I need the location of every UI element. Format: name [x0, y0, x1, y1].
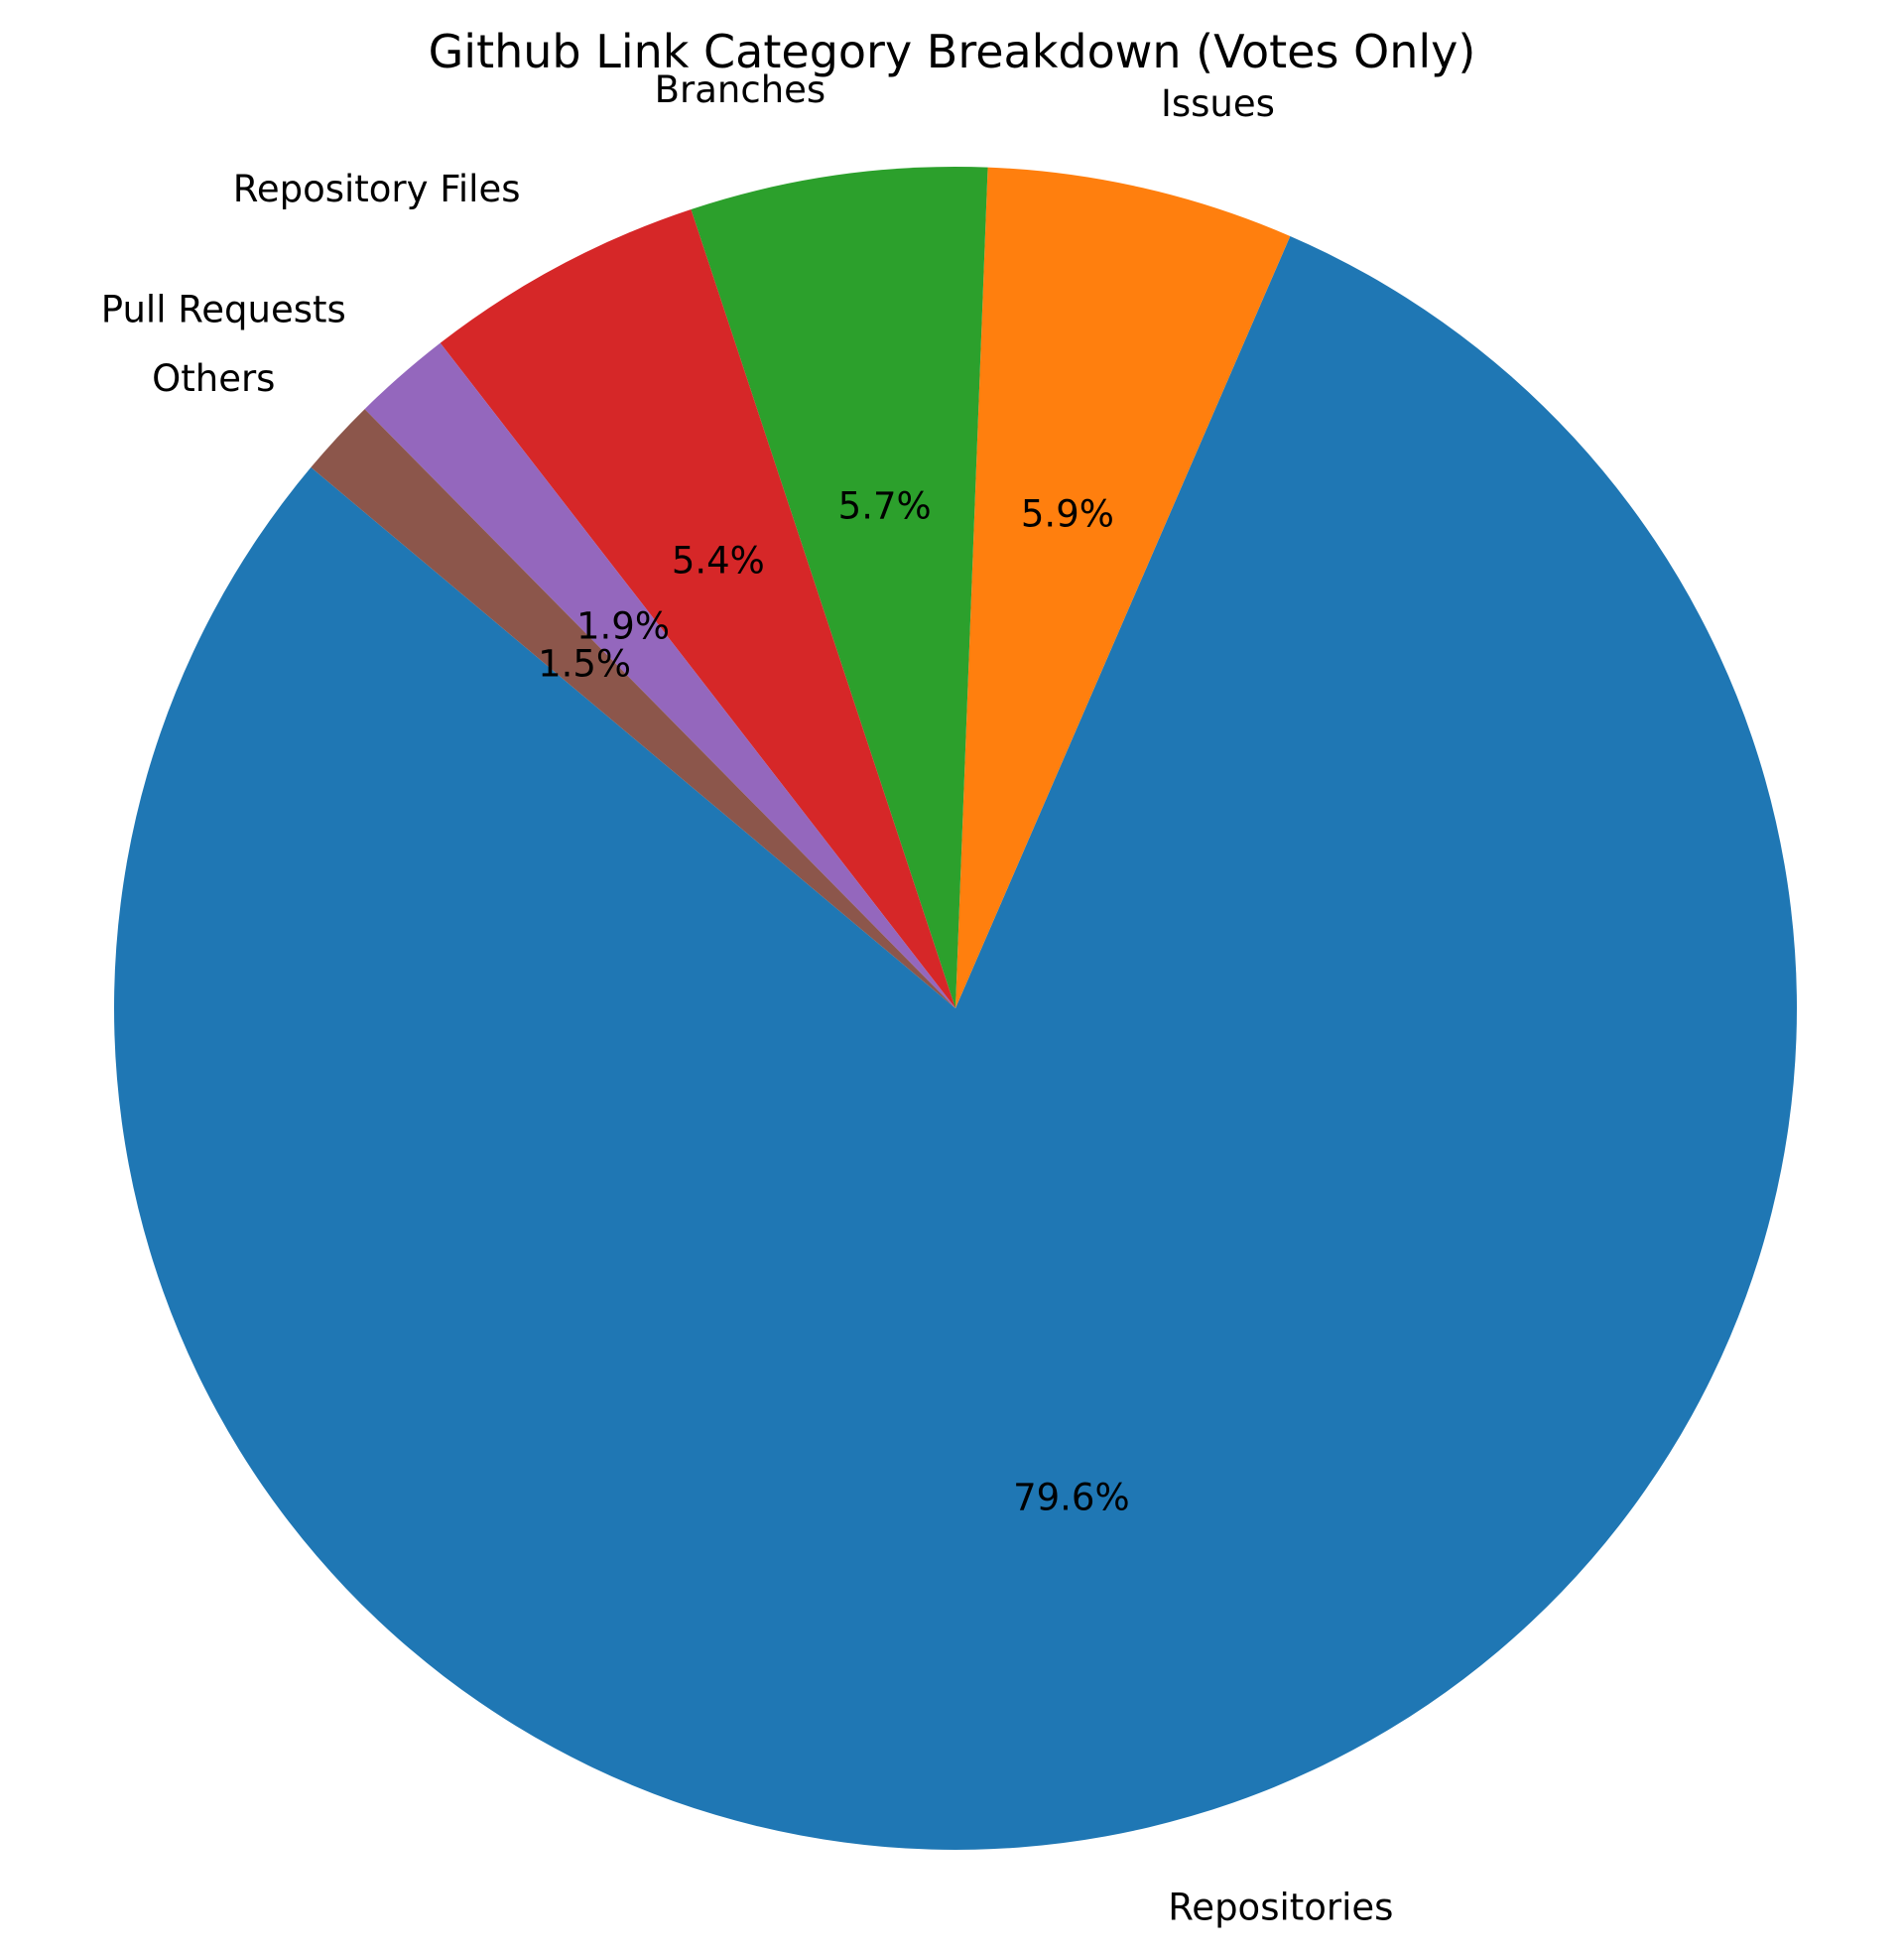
- pie-slices: [113, 167, 1797, 1851]
- pie-slice-issues: [955, 167, 1291, 1008]
- pie-labels: Repositories Issues Branches Repository Fil…: [101, 68, 1394, 1928]
- slice-label-pull-requests: Pull Requests: [101, 288, 346, 330]
- percent-label-others: 1.5%: [538, 642, 631, 685]
- percent-label-issues: 5.9%: [1021, 492, 1114, 535]
- percent-label-repositories: 79.6%: [1013, 1477, 1130, 1519]
- slice-label-repositories: Repositories: [1168, 1886, 1393, 1928]
- slice-label-repository-files: Repository Files: [233, 168, 521, 210]
- pie-slice-pull-requests: [364, 342, 955, 1008]
- slice-label-branches: Branches: [655, 68, 826, 111]
- pie-slice-repositories: [113, 235, 1797, 1851]
- pie-slice-others: [311, 409, 956, 1008]
- slice-label-others: Others: [152, 357, 275, 400]
- slice-label-issues: Issues: [1161, 82, 1275, 125]
- chart-title: Github Link Category Breakdown (Votes On…: [429, 25, 1476, 78]
- percent-label-pull-requests: 1.9%: [576, 605, 670, 648]
- pie-slice-repository-files: [440, 208, 955, 1008]
- pie-slice-branches: [691, 167, 988, 1008]
- percent-label-branches: 5.7%: [838, 485, 932, 528]
- pie-percent-labels: 79.6% 5.9% 5.7% 5.4%1.9%1.5%: [538, 485, 1130, 1519]
- percent-label-repository-files: 5.4%: [672, 539, 765, 582]
